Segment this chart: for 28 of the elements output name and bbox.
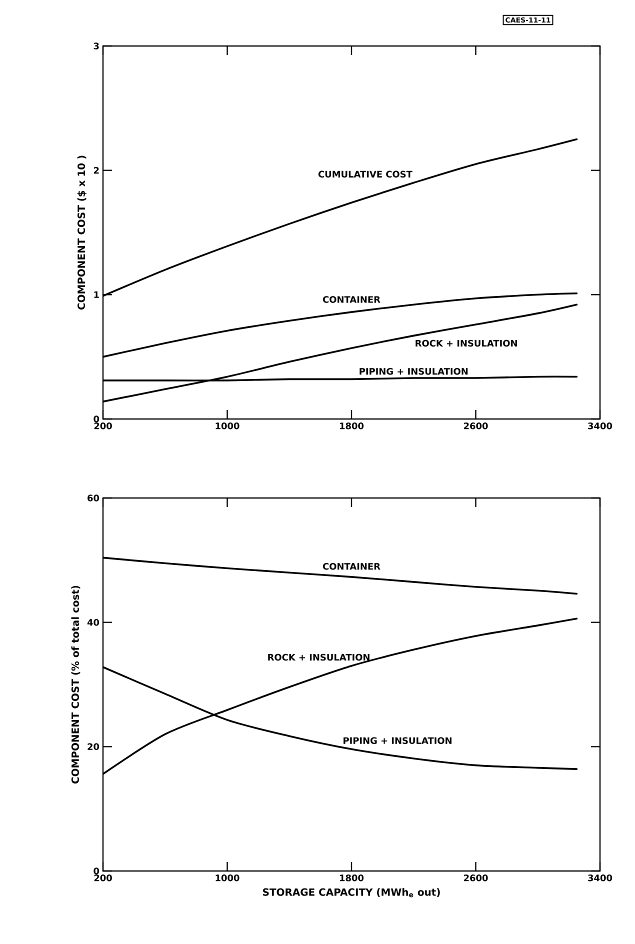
x-tick-label: 200 bbox=[94, 874, 112, 882]
series-label: CUMULATIVE COST bbox=[318, 170, 412, 178]
y-tick-label: 2 bbox=[94, 166, 99, 174]
y-tick-label: 0 bbox=[94, 416, 100, 422]
y-tick-label: 60 bbox=[88, 494, 100, 502]
x-tick-label: 2600 bbox=[464, 422, 488, 430]
x-tick-label: 3400 bbox=[588, 874, 612, 882]
series-label: PIPING + INSULATION bbox=[344, 737, 452, 744]
series-label: ROCK + INSULATION bbox=[416, 340, 517, 347]
y-tick-label: 3 bbox=[94, 42, 99, 50]
x-tick-label: 200 bbox=[94, 422, 112, 430]
y-axis-title: COMPONENT COST ($ x 10 ) bbox=[77, 156, 86, 310]
x-tick-label: 2600 bbox=[464, 874, 488, 882]
x-tick-label: 1800 bbox=[340, 422, 364, 430]
y-tick-label: 40 bbox=[87, 618, 100, 626]
series-label: PIPING + INSULATION bbox=[360, 368, 468, 375]
x-tick-label: 1000 bbox=[216, 874, 240, 882]
x-tick-label: 1800 bbox=[340, 874, 364, 882]
x-tick-label: 3400 bbox=[588, 422, 612, 430]
series-label: CONTAINER bbox=[322, 562, 380, 570]
y-tick-label: 1 bbox=[94, 291, 99, 298]
y-tick-label: 0 bbox=[94, 868, 100, 874]
y-tick-label: 20 bbox=[88, 743, 100, 750]
x-axis-title: STORAGE CAPACITY (MWh$_{e}$ out) bbox=[263, 888, 440, 898]
x-tick-label: 1000 bbox=[216, 422, 240, 430]
y-axis-title: COMPONENT COST (% of total cost) bbox=[71, 586, 80, 784]
series-label: ROCK + INSULATION bbox=[268, 654, 370, 661]
series-label: CONTAINER bbox=[322, 296, 380, 303]
